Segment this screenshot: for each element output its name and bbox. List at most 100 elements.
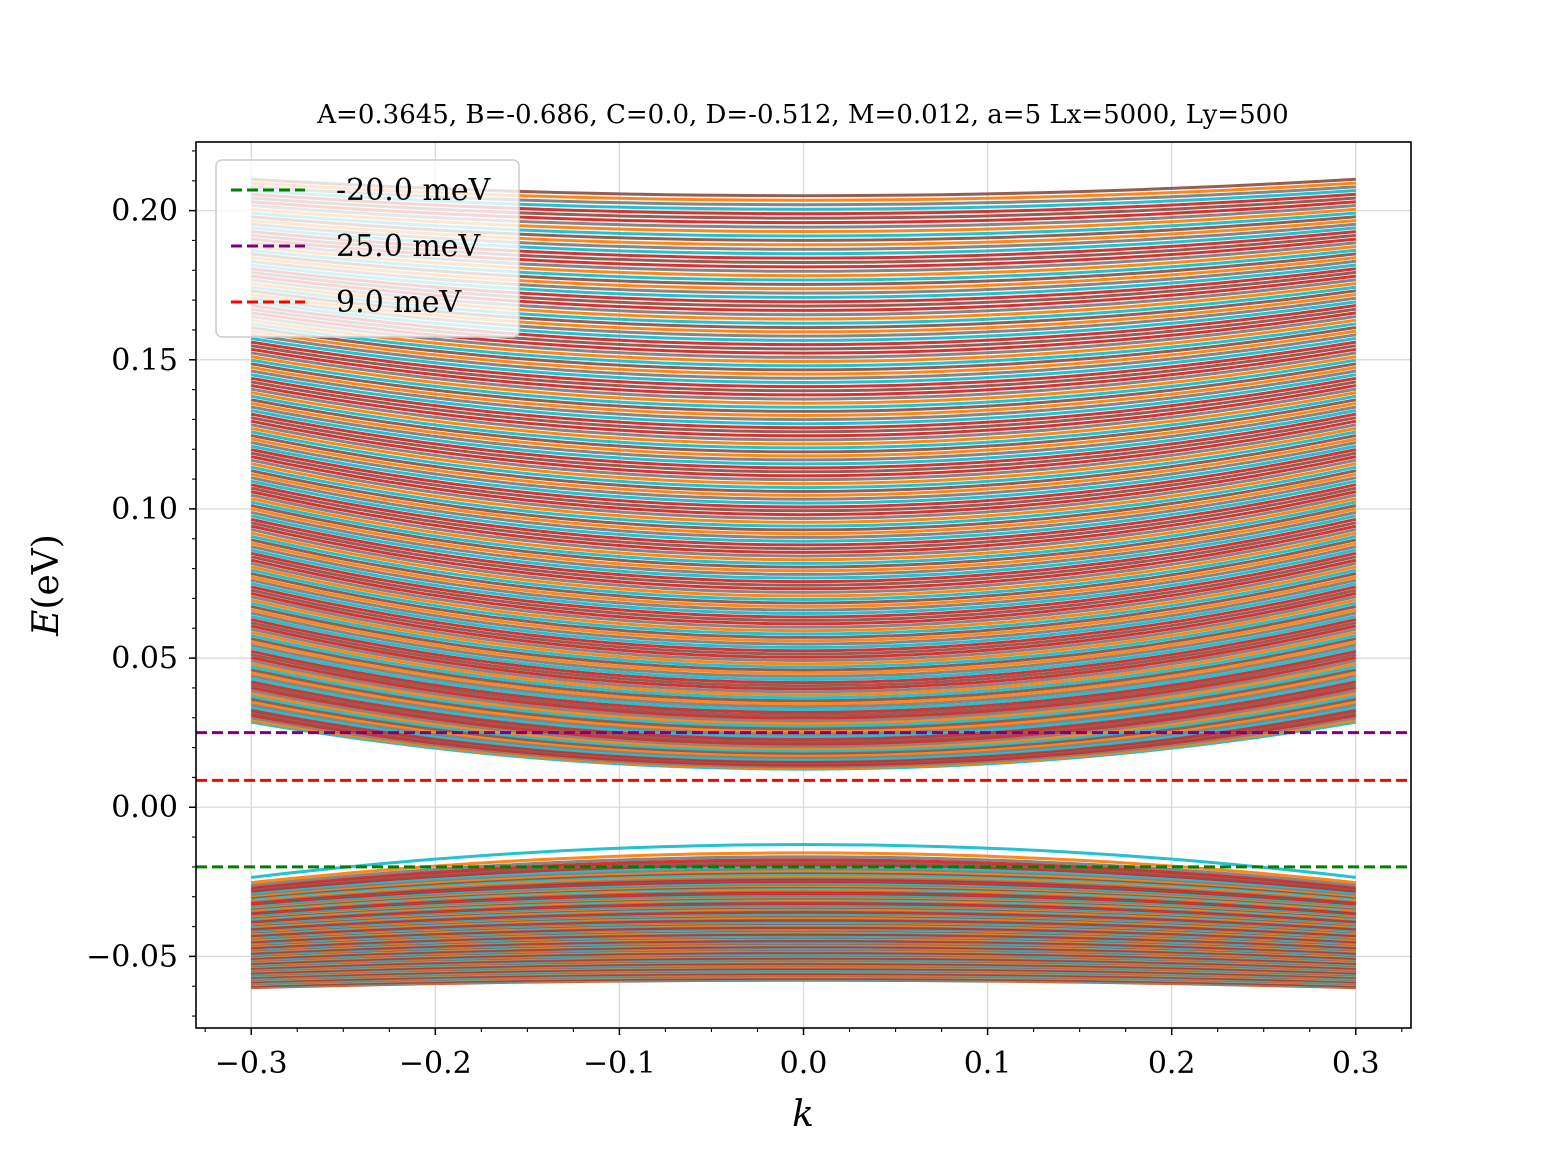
conduction-band-line <box>250 611 1357 678</box>
conduction-band-line <box>250 462 1357 524</box>
conduction-band-line <box>250 504 1357 569</box>
valence-band-line <box>251 863 1356 893</box>
x-tick-label: −0.2 <box>399 1046 472 1081</box>
x-tick-label: −0.3 <box>215 1046 288 1081</box>
valence-band-line <box>251 855 1356 887</box>
conduction-band-line <box>250 387 1357 442</box>
conduction-band-line <box>250 646 1357 711</box>
conduction-band-line <box>250 419 1357 478</box>
conduction-band-line <box>250 483 1357 547</box>
x-tick-label: 0.3 <box>1332 1046 1380 1081</box>
conduction-band-line <box>250 582 1357 649</box>
conduction-band-line <box>250 444 1357 505</box>
conduction-band-line <box>250 336 1357 385</box>
conduction-band-line <box>250 497 1357 562</box>
conduction-band-line <box>250 451 1357 513</box>
conduction-band-line <box>250 605 1357 672</box>
legend: -20.0 meV 25.0 meV 9.0 meV <box>215 159 520 338</box>
conduction-band-line <box>250 703 1357 760</box>
conduction-band-line <box>250 315 1357 359</box>
conduction-band-line <box>250 694 1357 753</box>
conduction-band-line <box>250 671 1357 733</box>
conduction-band-line <box>250 585 1357 653</box>
conduction-band-line <box>250 634 1357 700</box>
conduction-band-line <box>250 614 1357 682</box>
conduction-band-line <box>250 340 1357 389</box>
conduction-band-line <box>250 683 1357 744</box>
conduction-band-line <box>250 434 1357 494</box>
legend-box <box>215 159 520 338</box>
conduction-band-line <box>250 713 1357 767</box>
conduction-band-line <box>250 700 1357 757</box>
conduction-band-line <box>250 351 1357 401</box>
legend-label: 25.0 meV <box>336 229 482 264</box>
conduction-band-line <box>250 591 1357 659</box>
conduction-band-line <box>250 469 1357 532</box>
conduction-band-line <box>250 601 1357 669</box>
conduction-band-line <box>250 437 1357 497</box>
conduction-band-line <box>250 398 1357 454</box>
conduction-band-line <box>250 637 1357 703</box>
conduction-band-line <box>250 643 1357 709</box>
conduction-band-line <box>250 531 1357 598</box>
conduction-band-line <box>250 426 1357 486</box>
conduction-band-line <box>250 500 1357 565</box>
conduction-band-line <box>250 680 1357 741</box>
conduction-band-line <box>250 652 1357 717</box>
legend-label: 9.0 meV <box>336 285 462 320</box>
conduction-band-line <box>250 365 1357 418</box>
conduction-band-line <box>250 347 1357 397</box>
conduction-band-line <box>250 423 1357 482</box>
conduction-band-line <box>250 545 1357 612</box>
valence-band-line <box>251 842 1356 879</box>
conduction-band-line <box>250 524 1357 591</box>
conduction-band-line <box>250 490 1357 554</box>
conduction-band-line <box>250 692 1357 751</box>
conduction-band-line <box>250 711 1357 765</box>
conduction-band-line <box>250 344 1357 393</box>
y-axis-label-symbol: E <box>26 610 67 637</box>
conduction-band-line <box>250 355 1357 405</box>
conduction-band-line <box>250 665 1357 728</box>
conduction-band-line <box>250 455 1357 517</box>
conduction-band-line <box>250 548 1357 616</box>
conduction-band-line <box>250 373 1357 426</box>
conduction-band-line <box>250 326 1357 372</box>
conduction-band-line <box>250 565 1357 633</box>
conduction-band-line <box>250 558 1357 626</box>
valence-band-line <box>251 860 1356 891</box>
conduction-band-line <box>250 486 1357 551</box>
x-axis-label: k <box>792 1094 814 1135</box>
y-tick-label: 0.05 <box>111 641 178 676</box>
conduction-band-line <box>250 656 1357 720</box>
conduction-band-line <box>250 541 1357 609</box>
conduction-band-line <box>250 409 1357 466</box>
valence-band-line <box>251 870 1356 899</box>
conduction-band-line <box>250 465 1357 528</box>
conduction-band-line <box>250 458 1357 521</box>
x-tick-label: −0.1 <box>583 1046 656 1081</box>
reference-lines <box>196 731 1411 869</box>
conduction-band-line <box>250 322 1357 368</box>
y-tick-label: 0.20 <box>111 194 178 229</box>
x-tick-label: 0.1 <box>964 1046 1012 1081</box>
conduction-band-line <box>250 621 1357 688</box>
y-tick-label: 0.10 <box>111 492 178 527</box>
conduction-band-line <box>250 362 1357 413</box>
x-tick-label: 0.2 <box>1148 1046 1196 1081</box>
conduction-band-line <box>250 668 1357 731</box>
chart-title: A=0.3645, B=-0.686, C=0.0, D=-0.512, M=0… <box>316 100 1288 130</box>
valence-band-line <box>251 867 1356 896</box>
conduction-band-line <box>250 329 1357 376</box>
conduction-band-line <box>250 412 1357 470</box>
y-axis-label: E(eV) <box>26 534 67 637</box>
valence-band-line <box>251 851 1356 885</box>
conduction-band-line <box>250 380 1357 434</box>
conduction-band-line <box>250 627 1357 694</box>
conduction-band-line <box>250 534 1357 602</box>
conduction-band-line <box>250 630 1357 697</box>
conduction-band-line <box>250 493 1357 558</box>
conduction-band-line <box>250 333 1357 380</box>
conduction-band-line <box>250 555 1357 622</box>
